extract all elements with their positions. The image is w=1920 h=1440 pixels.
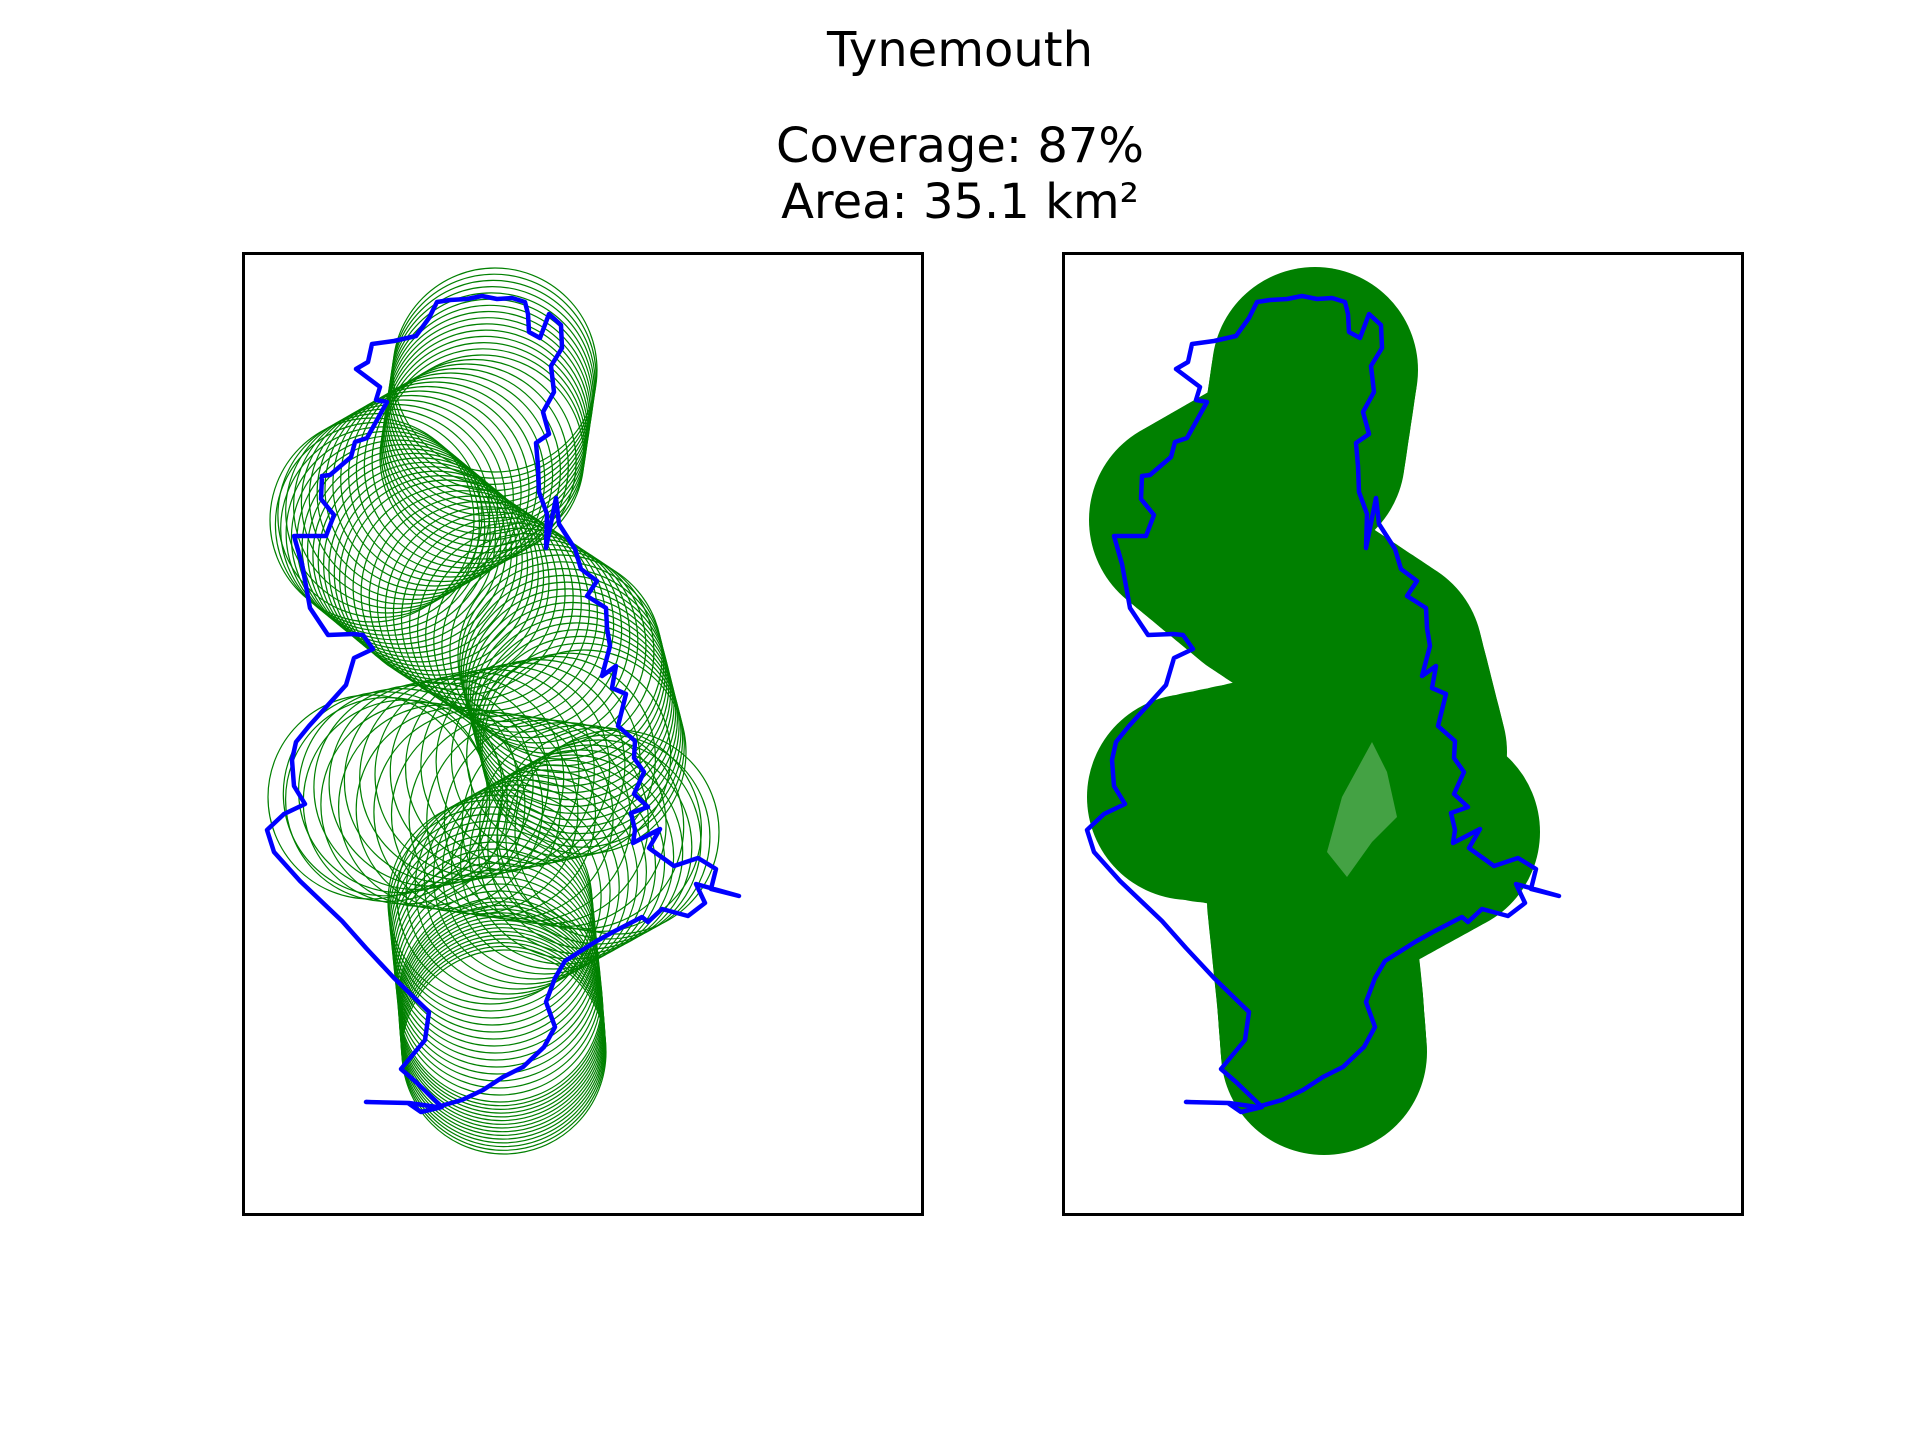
coverage-circle (514, 729, 720, 935)
district-boundary (1084, 293, 1562, 1115)
coverage-circle (441, 769, 647, 975)
coverage-circle (324, 385, 530, 592)
district-boundary (264, 293, 742, 1115)
panel-frame (1062, 252, 1744, 1216)
map-panel-outlines (242, 252, 924, 1216)
coverage-circle (401, 949, 607, 1155)
coverage-circle (373, 709, 579, 915)
coverage-circle (308, 394, 514, 601)
coverage-circle (479, 724, 685, 930)
coverage-circle (379, 354, 585, 560)
coverage-circle (348, 372, 554, 578)
coverage-circle (481, 649, 687, 855)
coverage-circle (450, 764, 657, 970)
coverage-circle (435, 659, 641, 865)
coverage-circle (466, 652, 672, 858)
coverage-circle (320, 701, 526, 908)
coverage-circle (368, 495, 574, 701)
coverage-circle (306, 448, 513, 654)
uncovered-hole (1327, 742, 1397, 877)
coverage-circle (360, 490, 566, 696)
coverage-circle (285, 430, 491, 636)
coverage-circle (380, 348, 586, 554)
coverage-circle (423, 779, 629, 985)
coverage-circle (478, 635, 684, 841)
coverage-circle (317, 457, 523, 663)
coverage-circle (371, 358, 577, 565)
coverage-circle (408, 714, 614, 920)
map-panel-filled (1062, 252, 1744, 1216)
coverage-circle (301, 444, 507, 650)
coverage-circle (389, 668, 595, 874)
coverage-circle (323, 461, 529, 667)
figure-title: Tynemouth (827, 22, 1093, 78)
coverage-circle (425, 533, 631, 739)
coverage-circle (396, 794, 602, 1000)
coverage-circle (340, 376, 546, 583)
coverage-circle (396, 883, 602, 1089)
coverage-circle (328, 466, 534, 672)
coverage-circle (344, 479, 550, 685)
coverage-circle (290, 435, 496, 641)
coverage-circle (333, 470, 539, 676)
coverage-circle (461, 721, 667, 928)
coverage-circle (409, 522, 615, 728)
coverage-text: Coverage: 87% (775, 118, 1145, 174)
coverage-circle (280, 426, 486, 632)
coverage-fill-group (1087, 267, 1540, 1155)
coverage-circles-group (267, 267, 720, 1155)
coverage-circle (355, 367, 561, 574)
coverage-circle (285, 408, 491, 614)
panel-frame (242, 252, 924, 1216)
coverage-circle (505, 734, 711, 940)
area-text: Area: 35.1 km² (781, 174, 1139, 230)
coverage-circle (487, 744, 693, 950)
coverage-circle (355, 706, 561, 913)
coverage-circle (401, 945, 607, 1151)
coverage-disc (1221, 949, 1427, 1155)
coverage-circle (313, 684, 519, 891)
coverage-circle (285, 696, 491, 903)
coverage-circle (363, 363, 569, 569)
